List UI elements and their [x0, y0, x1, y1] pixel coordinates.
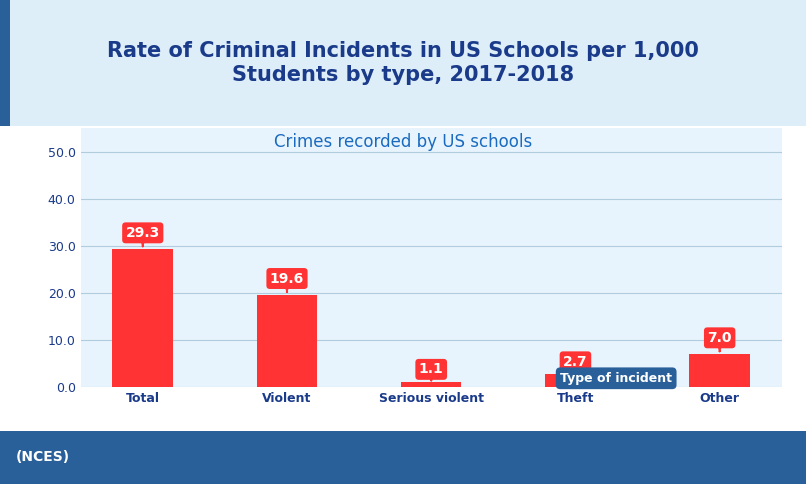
Text: Rate of Criminal Incidents in US Schools per 1,000
Students by type, 2017-2018: Rate of Criminal Incidents in US Schools…	[107, 41, 699, 85]
Text: Crimes recorded by US schools: Crimes recorded by US schools	[274, 133, 532, 151]
Text: 7.0: 7.0	[708, 331, 732, 351]
Text: (NCES): (NCES)	[16, 451, 70, 464]
Bar	[113, 249, 173, 387]
Bar	[256, 295, 318, 387]
Text: 2.7: 2.7	[563, 355, 588, 373]
Text: 1.1: 1.1	[419, 363, 443, 380]
Text: 29.3: 29.3	[126, 226, 160, 246]
Text: 19.6: 19.6	[270, 272, 304, 292]
Bar	[401, 382, 462, 387]
Bar	[545, 375, 606, 387]
Bar	[689, 354, 750, 387]
Text: Type of incident: Type of incident	[560, 372, 672, 385]
